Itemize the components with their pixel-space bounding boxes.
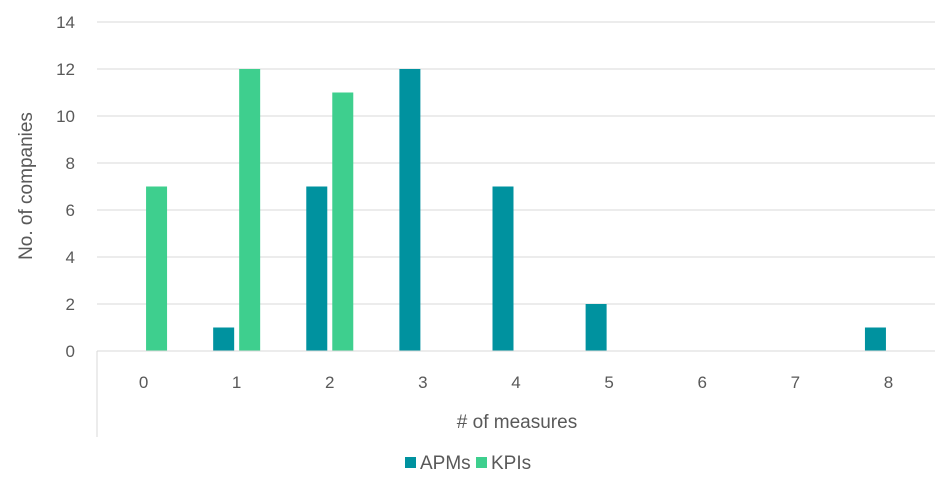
y-tick-label: 4 bbox=[66, 248, 75, 267]
bar-kpis-2 bbox=[332, 92, 354, 351]
y-tick-label: 10 bbox=[56, 107, 75, 126]
bar-apms-1 bbox=[213, 327, 235, 351]
x-tick-label: 3 bbox=[418, 373, 427, 392]
legend-label-kpis: KPIs bbox=[491, 453, 531, 474]
legend-label-apms: APMs bbox=[420, 453, 471, 474]
legend-swatch-apms bbox=[405, 457, 416, 468]
axes bbox=[96, 350, 935, 437]
bar-kpis-0 bbox=[146, 186, 168, 351]
bars bbox=[146, 69, 886, 351]
x-tick-label: 5 bbox=[604, 373, 613, 392]
legend-swatch-kpis bbox=[476, 457, 487, 468]
bar-apms-8 bbox=[864, 327, 886, 351]
x-tick-label: 2 bbox=[325, 373, 334, 392]
x-tick-label: 0 bbox=[139, 373, 148, 392]
bar-kpis-1 bbox=[239, 69, 261, 351]
y-tick-label: 2 bbox=[66, 295, 75, 314]
legend: APMs KPIs bbox=[405, 453, 531, 474]
y-tick-label: 8 bbox=[66, 154, 75, 173]
y-tick-labels: 0 2 4 6 8 10 12 14 bbox=[56, 13, 75, 361]
y-tick-label: 0 bbox=[66, 342, 75, 361]
x-tick-label: 1 bbox=[232, 373, 241, 392]
gridlines bbox=[97, 21, 935, 305]
x-tick-label: 4 bbox=[511, 373, 520, 392]
bar-apms-2 bbox=[306, 186, 328, 351]
bar-apms-4 bbox=[492, 186, 514, 351]
y-tick-label: 12 bbox=[56, 60, 75, 79]
y-tick-label: 14 bbox=[56, 13, 75, 32]
bar-apms-3 bbox=[399, 69, 421, 351]
x-tick-label: 7 bbox=[791, 373, 800, 392]
x-tick-label: 8 bbox=[884, 373, 893, 392]
y-axis-title: No. of companies bbox=[16, 112, 37, 260]
x-axis-title: # of measures bbox=[457, 412, 577, 433]
y-tick-label: 6 bbox=[66, 201, 75, 220]
bar-apms-5 bbox=[585, 304, 607, 351]
x-tick-labels: 0 1 2 3 4 5 6 7 8 bbox=[139, 373, 893, 392]
x-tick-label: 6 bbox=[697, 373, 706, 392]
